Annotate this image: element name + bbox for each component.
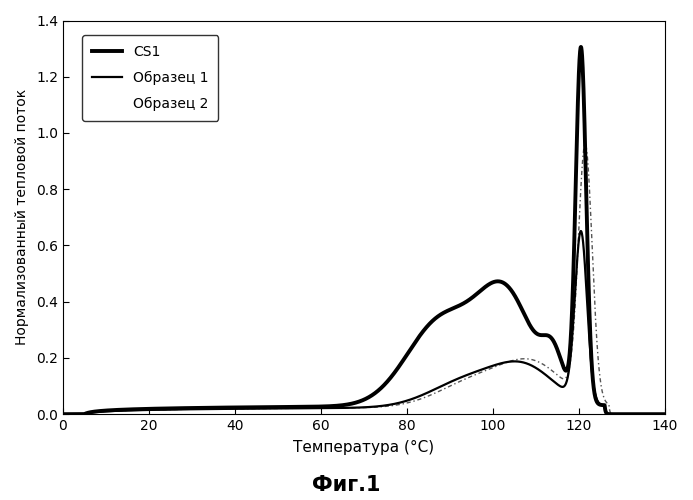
Образец 2 [163,406,171,412]
Образец 1 [128,408,136,414]
Legend: CS1, Образец 1, Образец 2: CS1, Образец 1, Образец 2 [82,36,218,120]
Образец 1 [315,405,324,411]
Образец 1 [660,411,669,417]
Образец 2 [290,406,298,411]
CS1 [128,406,136,412]
CS1 [59,411,67,417]
Образец 2 [649,411,658,417]
CS1 [163,406,171,411]
Line: Образец 1: Образец 1 [63,231,665,414]
Образец 1 [577,228,585,234]
CS1 [577,44,585,50]
Line: CS1: CS1 [63,47,665,414]
Y-axis label: Нормализованный тепловой поток: Нормализованный тепловой поток [15,89,29,345]
Образец 1 [163,406,171,412]
X-axis label: Температура (°С): Температура (°С) [293,440,435,455]
Образец 2 [315,405,324,411]
CS1 [290,404,298,410]
Образец 2 [128,408,136,414]
CS1 [660,411,669,417]
CS1 [315,404,324,409]
Образец 1 [59,411,67,417]
Образец 1 [290,406,298,411]
Образец 1 [649,411,658,417]
Text: Фиг.1: Фиг.1 [313,475,380,495]
Образец 2 [59,411,67,417]
Образец 2 [581,141,589,147]
Образец 2 [584,166,593,172]
CS1 [649,411,658,417]
Line: Образец 2: Образец 2 [63,144,665,414]
CS1 [584,273,593,279]
Образец 1 [584,320,593,326]
Образец 2 [660,411,669,417]
